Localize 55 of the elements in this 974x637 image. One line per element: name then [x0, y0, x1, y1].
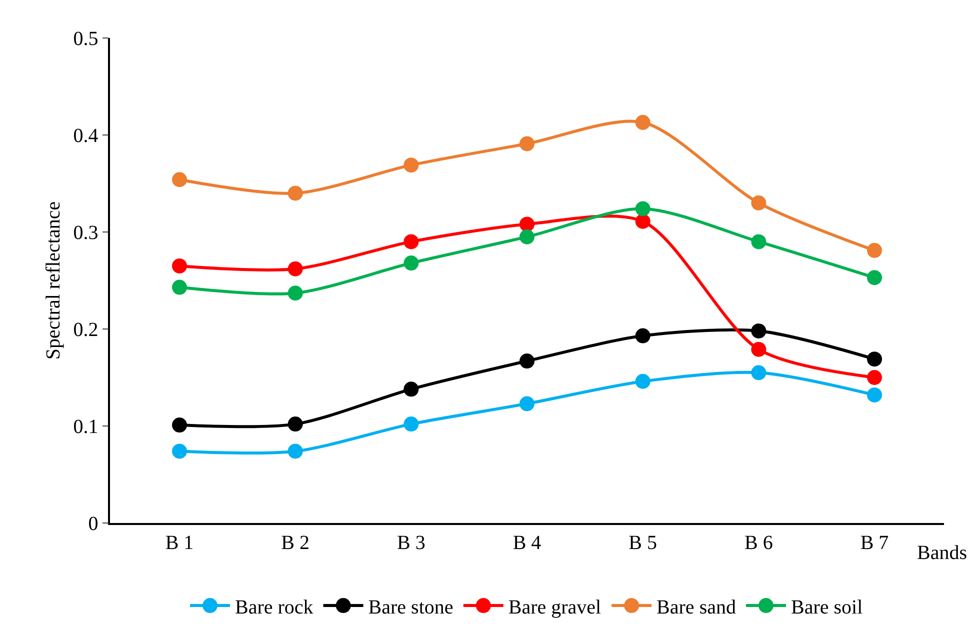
point — [867, 387, 882, 402]
point — [404, 234, 419, 250]
y-tick-label: 0.1 — [73, 416, 98, 438]
point — [520, 216, 534, 232]
point — [635, 374, 650, 389]
x-tick-label: B 7 — [860, 532, 889, 554]
point — [867, 270, 882, 286]
y-tick-label: 0.2 — [73, 319, 98, 341]
legend-label: Bare stone — [368, 596, 454, 618]
point — [751, 365, 766, 380]
x-tick-label: B 4 — [512, 532, 542, 554]
y-tick-label: 0.4 — [73, 125, 98, 147]
point — [288, 444, 303, 459]
point — [867, 352, 882, 367]
point — [635, 114, 650, 130]
point — [172, 172, 187, 188]
y-tick-label: 0.3 — [73, 222, 98, 244]
point — [520, 229, 534, 244]
point — [867, 242, 882, 258]
point — [635, 328, 650, 344]
point — [288, 416, 303, 432]
legend-label: Bare rock — [235, 596, 314, 618]
legend-label: Bare soil — [790, 596, 864, 618]
point — [635, 201, 650, 216]
point — [520, 396, 534, 412]
x-axis-title: Bands — [917, 542, 968, 564]
point — [751, 342, 766, 357]
point — [288, 261, 303, 276]
legend-label: Bare sand — [656, 596, 736, 618]
point — [172, 258, 187, 274]
point — [751, 234, 766, 250]
point — [520, 136, 534, 152]
point — [288, 186, 303, 201]
point — [635, 214, 650, 229]
legend-label: Bare gravel — [508, 596, 602, 618]
point — [867, 370, 882, 385]
point — [172, 280, 187, 295]
x-tick-label: B 3 — [397, 532, 426, 554]
y-tick-label: 0 — [88, 513, 98, 535]
x-tick-label: B 1 — [165, 532, 194, 554]
point — [404, 158, 419, 173]
point — [172, 444, 187, 459]
x-tick-label: B 2 — [281, 532, 310, 554]
y-tick-label: 0.5 — [73, 28, 98, 50]
point — [404, 382, 419, 397]
y-axis-title: Spectral reflectance — [42, 201, 64, 360]
x-tick-label: B 6 — [744, 532, 773, 554]
point — [520, 354, 534, 369]
point — [288, 286, 303, 301]
x-tick-label: B 5 — [628, 532, 657, 554]
point — [172, 418, 187, 433]
point — [751, 195, 766, 210]
point — [404, 416, 419, 432]
point — [404, 256, 419, 271]
point — [751, 323, 766, 338]
